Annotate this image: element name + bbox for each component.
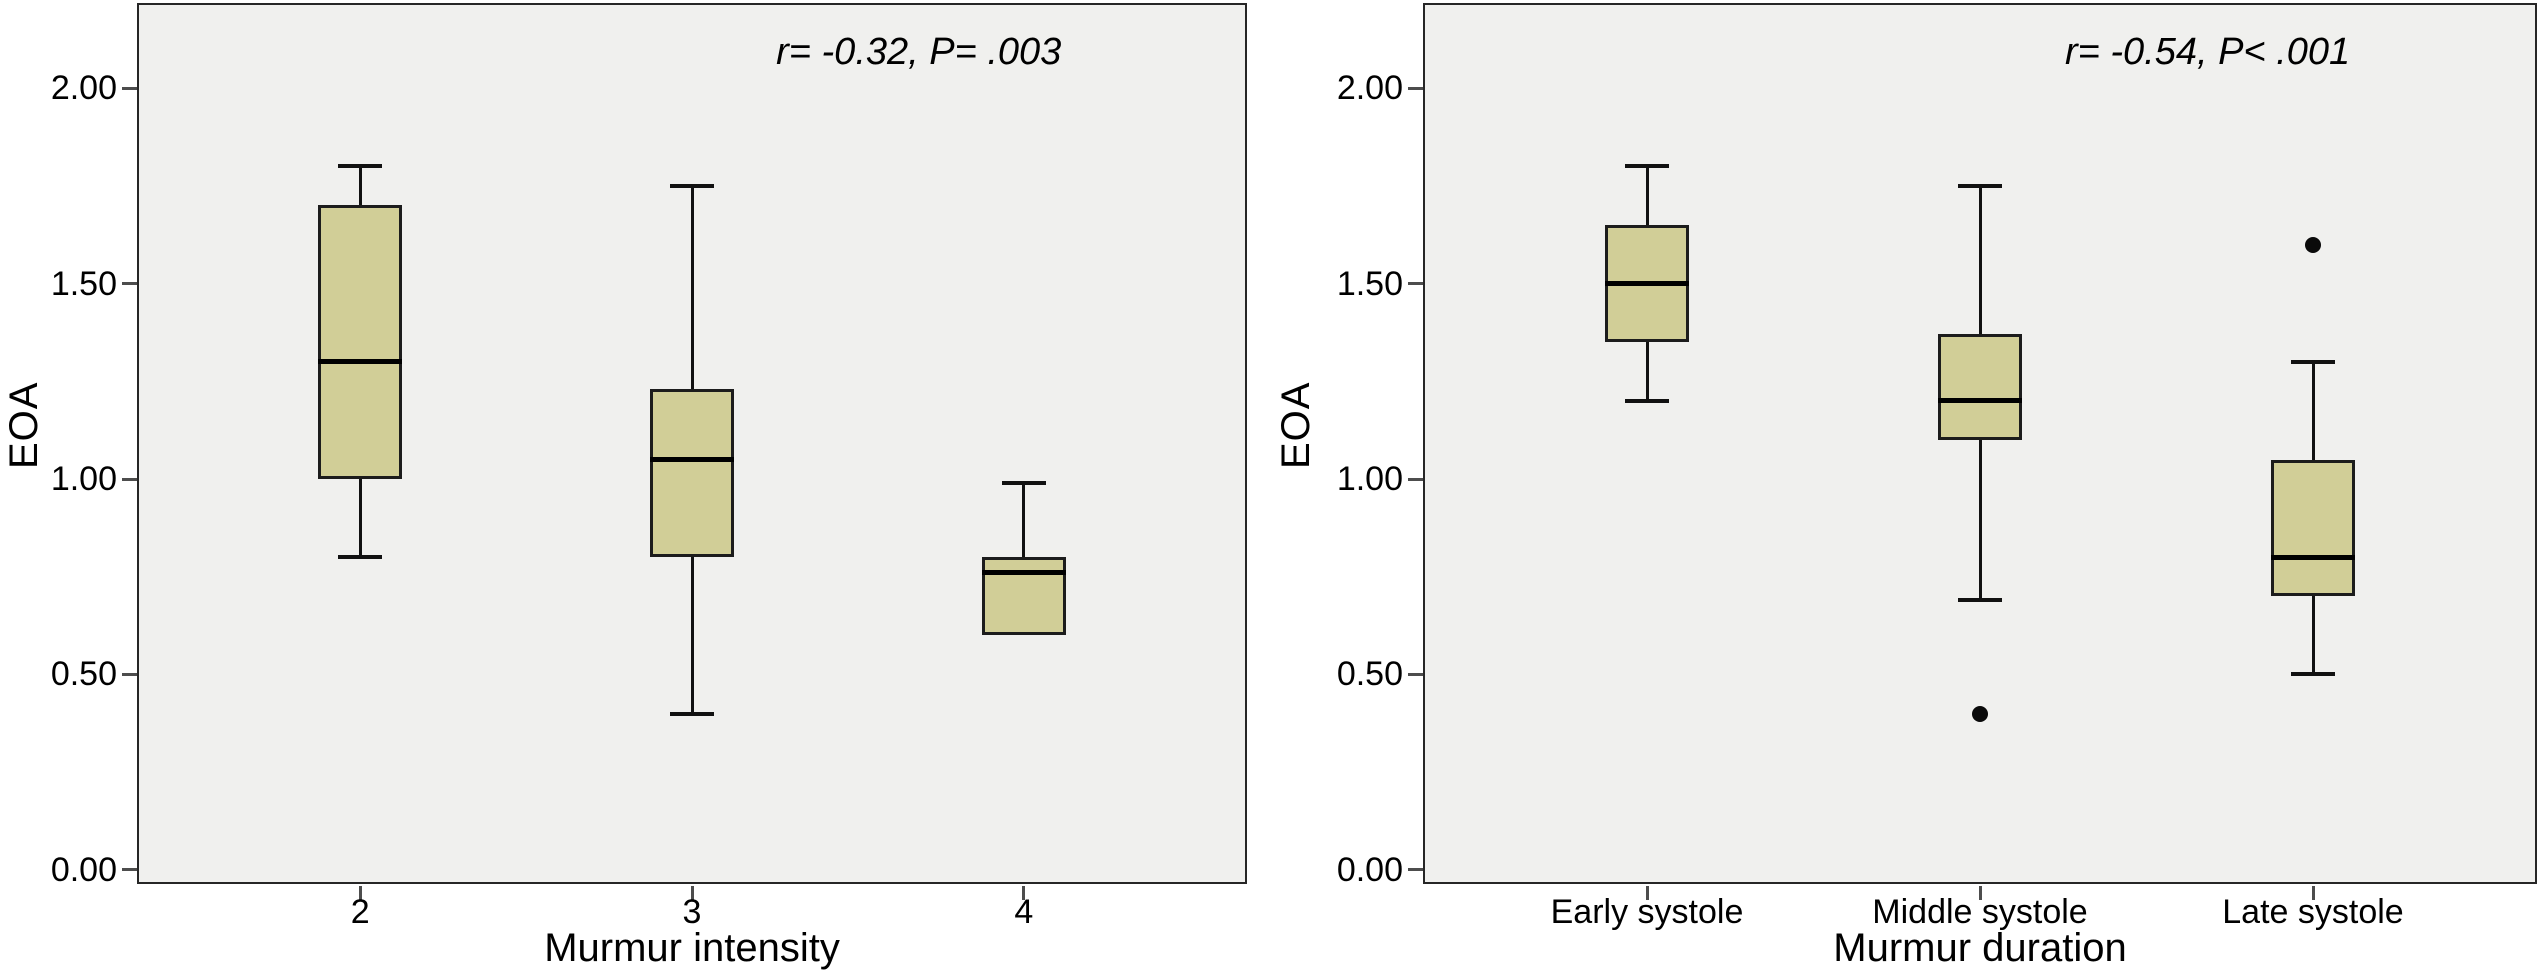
outlier-dot <box>1972 705 1988 722</box>
upper-whisker-cap <box>338 164 383 169</box>
xtick-mark <box>690 886 694 900</box>
ytick-mark <box>1408 282 1423 286</box>
x-axis-title: Murmur intensity <box>544 926 840 970</box>
category-label: 3 <box>682 893 702 931</box>
median-line <box>318 359 403 365</box>
ytick-label: 1.00 <box>50 460 117 499</box>
box-rect <box>2271 459 2355 597</box>
upper-whisker <box>358 166 362 206</box>
median-line <box>1605 281 1689 287</box>
category-label: 2 <box>350 893 370 931</box>
category-label: Middle systole <box>1872 893 2088 931</box>
upper-whisker-cap <box>1958 183 2002 188</box>
plot-area: r= -0.32, P= .003 Murmur intensity 0.00 0… <box>51 3 1247 970</box>
ytick-mark <box>1408 477 1423 481</box>
ytick-label: 2.00 <box>50 69 117 108</box>
upper-whisker-cap <box>670 183 714 188</box>
ytick-label: 1.00 <box>1336 460 1403 499</box>
box-rect <box>318 205 403 480</box>
lower-whisker <box>1645 342 1649 401</box>
box-rect <box>981 557 1066 636</box>
upper-whisker <box>1645 166 1649 226</box>
lower-whisker-cap <box>1958 598 2002 603</box>
category-label: Early systole <box>1550 893 1744 931</box>
lower-whisker <box>1978 439 1982 601</box>
lower-whisker-cap <box>1625 398 1669 403</box>
median-line <box>1938 398 2022 404</box>
ytick-label: 0.00 <box>50 850 117 889</box>
upper-whisker <box>2311 361 2315 460</box>
ytick-label: 0.00 <box>1336 850 1403 889</box>
upper-whisker-cap <box>1001 480 1046 485</box>
ytick-label: 1.50 <box>1336 264 1403 303</box>
ytick-mark <box>122 86 137 90</box>
lower-whisker <box>2311 596 2315 675</box>
ytick-mark <box>1408 672 1423 676</box>
upper-whisker-cap <box>1625 164 1669 169</box>
panel-murmur-duration: EOA r= -0.54, P< .001 Murmur duration 0.… <box>1272 0 2543 972</box>
box-rect <box>1938 334 2022 440</box>
panel-murmur-intensity: EOA r= -0.32, P= .003 Murmur intensity 0… <box>0 0 1271 972</box>
correlation-annotation: r= -0.32, P= .003 <box>776 31 1062 73</box>
xtick-mark <box>2311 886 2315 900</box>
correlation-annotation: r= -0.54, P< .001 <box>2064 31 2351 73</box>
median-line <box>981 570 1066 576</box>
ytick-mark <box>1408 86 1423 90</box>
ytick-label: 1.50 <box>50 264 117 303</box>
ytick-mark <box>122 868 137 872</box>
ytick-mark <box>122 672 137 676</box>
lower-whisker-cap <box>2291 672 2335 677</box>
lower-whisker <box>690 557 694 714</box>
xtick-mark <box>1645 886 1649 900</box>
ytick-label: 2.00 <box>1336 69 1403 108</box>
upper-whisker <box>690 185 694 390</box>
upper-whisker <box>1022 482 1026 558</box>
upper-whisker <box>1978 185 1982 335</box>
ytick-mark <box>122 282 137 286</box>
box-rect <box>650 389 734 558</box>
lower-whisker-cap <box>670 711 714 716</box>
xtick-mark <box>1022 886 1026 900</box>
ytick-mark <box>122 477 137 481</box>
median-line <box>650 457 734 463</box>
ytick-label: 0.50 <box>50 655 117 694</box>
median-line <box>2271 554 2355 560</box>
category-label: Late systole <box>2222 893 2404 931</box>
lower-whisker <box>358 479 362 558</box>
plot-area: r= -0.54, P< .001 Murmur duration 0.00 0.… <box>1337 3 2537 970</box>
y-axis-title: EOA <box>2 381 46 469</box>
x-axis-title: Murmur duration <box>1833 926 2127 970</box>
upper-whisker-cap <box>2291 359 2335 364</box>
lower-whisker-cap <box>338 555 383 560</box>
y-axis-title: EOA <box>1274 381 1318 469</box>
ytick-label: 0.50 <box>1336 655 1403 694</box>
outlier-dot <box>2305 236 2321 253</box>
xtick-mark <box>1978 886 1982 900</box>
category-label: 4 <box>1014 893 1034 931</box>
ytick-mark <box>1408 868 1423 872</box>
xtick-mark <box>358 886 362 900</box>
